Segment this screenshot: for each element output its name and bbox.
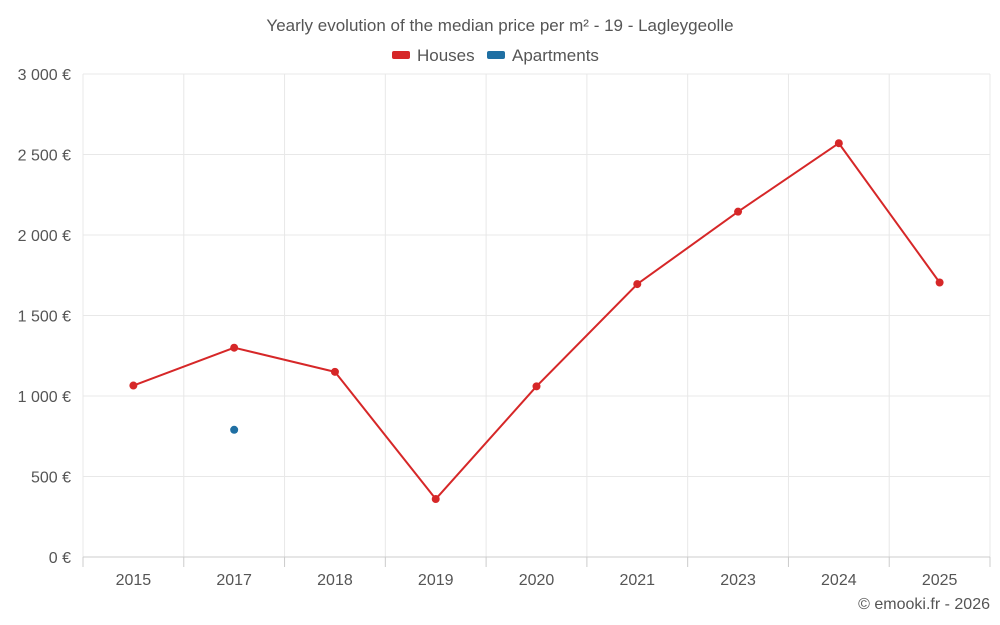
data-point-houses[interactable]: [532, 382, 541, 391]
grid: [82, 73, 991, 557]
x-tick-label: 2018: [317, 572, 353, 589]
legend-label-apartments: Apartments: [512, 46, 599, 65]
series-line-houses: [133, 142, 941, 501]
data-point-houses[interactable]: [935, 278, 944, 287]
data-point-houses[interactable]: [431, 495, 440, 504]
data-point-apartments[interactable]: [230, 425, 239, 434]
legend-item-houses[interactable]: Houses: [392, 46, 475, 65]
y-tick-label: 500 €: [31, 470, 71, 487]
x-tick-label: 2021: [619, 572, 655, 589]
y-tick-label: 1 000 €: [18, 389, 71, 406]
chart-title: Yearly evolution of the median price per…: [266, 16, 733, 35]
y-tick-label: 1 500 €: [18, 309, 71, 326]
x-tick-label: 2019: [418, 572, 454, 589]
y-axis: 0 € 500 € 1 000 € 1 500 € 2 000 € 2 500 € 3 00…: [18, 67, 71, 567]
data-point-houses[interactable]: [633, 280, 642, 289]
data-point-houses[interactable]: [834, 139, 843, 148]
data-point-houses[interactable]: [230, 343, 239, 352]
x-tick-label: 2020: [519, 572, 555, 589]
legend: Houses Apartments: [392, 46, 599, 65]
legend-swatch-apartments: [487, 51, 505, 59]
y-tick-label: 0 €: [49, 550, 71, 567]
x-tick-label: 2023: [720, 572, 756, 589]
credit-text: © emooki.fr - 2026: [858, 596, 990, 613]
x-tick-label: 2025: [922, 572, 958, 589]
data-point-houses[interactable]: [734, 207, 743, 216]
data-point-houses[interactable]: [129, 381, 138, 390]
x-tick-label: 2024: [821, 572, 857, 589]
y-tick-label: 3 000 €: [18, 67, 71, 84]
x-axis: 2015 2017 2018 2019 2020 2021 2023 2024 2025: [82, 556, 991, 589]
data-point-houses[interactable]: [330, 367, 339, 376]
legend-item-apartments[interactable]: Apartments: [487, 46, 599, 65]
x-tick-label: 2015: [116, 572, 152, 589]
legend-swatch-houses: [392, 51, 410, 59]
y-tick-label: 2 500 €: [18, 148, 71, 165]
legend-label-houses: Houses: [417, 46, 475, 65]
y-tick-label: 2 000 €: [18, 228, 71, 245]
x-tick-label: 2017: [216, 572, 252, 589]
plot-area: [129, 139, 944, 504]
